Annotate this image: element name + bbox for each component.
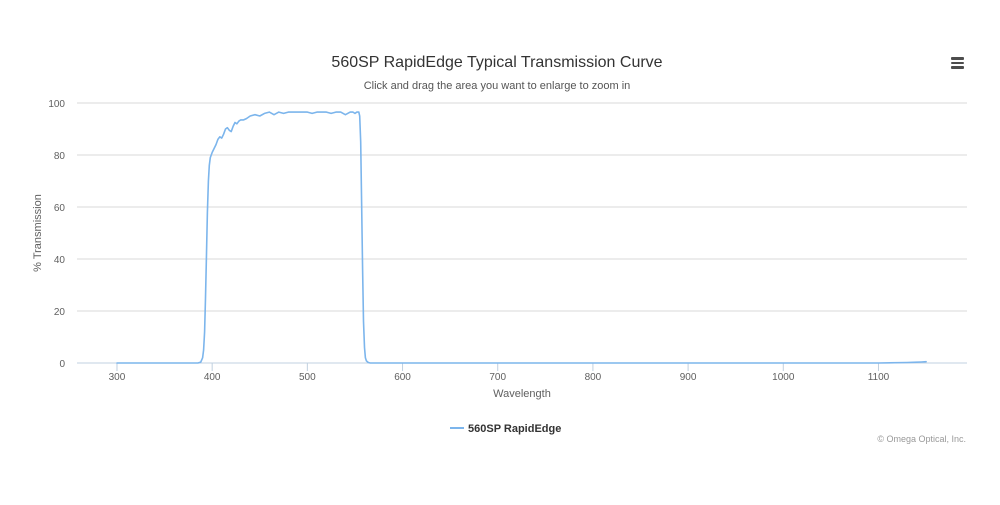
x-tick-label: 300 — [109, 372, 126, 383]
y-tick-label: 20 — [54, 307, 66, 318]
x-tick-label: 600 — [394, 372, 411, 383]
axes: 0 20 40 60 80 100 300 400 500 600 700 800 900 1000 110… — [48, 99, 967, 383]
menu-bar-icon — [951, 66, 964, 69]
x-tick-label: 1100 — [868, 372, 890, 383]
x-tick-label: 1000 — [772, 372, 795, 383]
chart-credits[interactable]: © Omega Optical, Inc. — [877, 434, 966, 444]
series-line — [116, 111, 927, 364]
hamburger-menu-icon[interactable] — [946, 52, 970, 74]
y-tick-label: 0 — [59, 359, 65, 370]
x-tick-label: 800 — [585, 372, 602, 383]
x-tick-label: 400 — [204, 372, 221, 383]
series-layer — [116, 111, 927, 364]
chart-title: 560SP RapidEdge Typical Transmission Cur… — [331, 54, 662, 71]
chart-subtitle: Click and drag the area you want to enla… — [364, 80, 631, 92]
y-axis-label: % Transmission — [32, 194, 44, 272]
x-tick-label: 500 — [299, 372, 316, 383]
y-tick-label: 80 — [54, 151, 66, 162]
legend[interactable]: 560SP RapidEdge — [450, 423, 561, 435]
y-tick-label: 60 — [54, 203, 66, 214]
y-tick-label: 40 — [54, 255, 66, 266]
x-axis-label: Wavelength — [493, 388, 551, 400]
x-tick-label: 700 — [489, 372, 506, 383]
menu-bar-icon — [951, 57, 964, 60]
legend-series-label[interactable]: 560SP RapidEdge — [468, 423, 561, 435]
menu-bar-icon — [951, 61, 964, 64]
x-tick-label: 900 — [680, 372, 697, 383]
y-tick-label: 100 — [48, 99, 65, 110]
grid-lines — [77, 102, 967, 312]
